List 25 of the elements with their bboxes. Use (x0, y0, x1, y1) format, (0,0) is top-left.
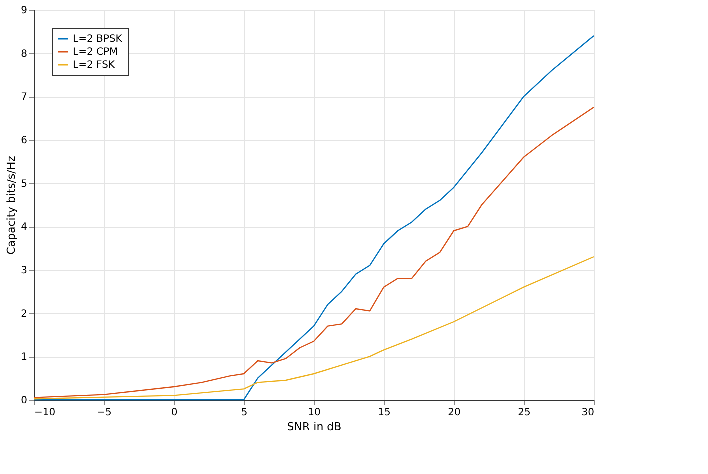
x-tick-label: −5 (97, 408, 112, 418)
y-axis-title: Capacity bits/s/Hz (5, 156, 18, 255)
y-tick-label: 3 (21, 266, 28, 276)
x-tick-label: −10 (34, 408, 56, 418)
y-tick-label: 7 (21, 92, 28, 104)
x-tick-label: 25 (518, 408, 531, 418)
y-tick-label: 0 (21, 396, 28, 406)
x-tick-label: 0 (171, 408, 178, 418)
y-tick-label: 8 (21, 48, 28, 60)
legend-label: L=2 FSK (73, 60, 116, 71)
y-tick-label: 5 (21, 178, 28, 190)
legend-label: L=2 BPSK (73, 34, 123, 45)
y-tick-label: 1 (21, 352, 28, 364)
y-tick-label: 2 (21, 308, 28, 320)
x-tick-label: 10 (308, 408, 321, 418)
y-tick-label: 4 (21, 222, 28, 234)
x-tick-label: 15 (378, 408, 391, 418)
y-tick-label: 6 (21, 136, 28, 146)
x-tick-label: 5 (241, 408, 248, 418)
line-series (33, 106, 595, 398)
y-tick-label: 9 (21, 6, 28, 16)
legend-label: L=2 CPM (73, 47, 118, 58)
x-tick-label: 20 (448, 408, 461, 418)
x-axis-title: SNR in dB (287, 420, 342, 434)
x-tick-label: 30 (582, 408, 594, 418)
